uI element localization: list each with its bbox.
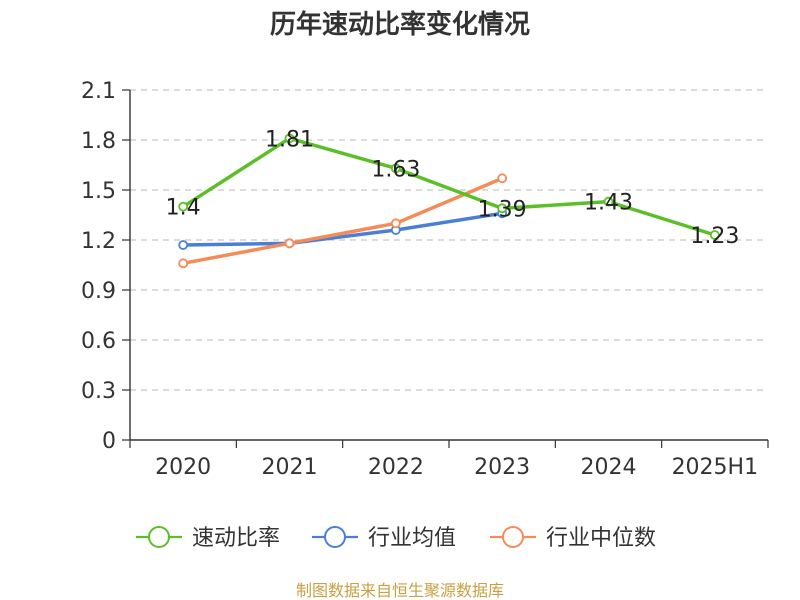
y-tick-label: 0.9 <box>81 279 116 304</box>
x-tick-label: 2024 <box>581 455 637 480</box>
legend-label: 速动比率 <box>192 526 280 551</box>
series-point <box>178 201 189 212</box>
series-point <box>178 258 189 269</box>
legend-marker <box>502 526 524 548</box>
series-point <box>709 230 720 240</box>
x-tick-label: 2020 <box>155 455 211 480</box>
y-tick-label: 0.6 <box>81 329 116 354</box>
data-label: 1.4 <box>166 196 201 221</box>
series-point <box>497 203 508 214</box>
data-label: 1.43 <box>584 191 633 216</box>
x-tick-label: 2022 <box>368 455 424 480</box>
legend-item-1: 速动比率 <box>136 526 280 551</box>
grid-lines <box>130 89 768 391</box>
legend-marker <box>324 526 346 548</box>
series-line <box>181 211 504 247</box>
series-3 <box>178 173 508 269</box>
chart-title: 历年速动比率变化情况 <box>270 9 530 40</box>
legend-item-3: 行业中位数 <box>490 526 656 551</box>
legend: 速动比率 行业均值 行业中位数 <box>136 526 656 551</box>
y-tick-label: 1.2 <box>81 229 116 254</box>
source-note: 制图数据来自恒生聚源数据库 <box>296 581 504 600</box>
y-tick-label: 0 <box>102 429 116 454</box>
legend-label: 行业均值 <box>368 526 456 551</box>
legend-marker <box>148 526 170 548</box>
series-1 <box>178 133 720 240</box>
series-line <box>181 136 717 237</box>
series-point <box>603 196 614 207</box>
series-line <box>181 176 504 266</box>
legend-label: 行业中位数 <box>546 526 656 551</box>
y-tick-label: 2.1 <box>81 79 116 104</box>
series-point <box>497 173 508 184</box>
series-point <box>284 133 295 144</box>
data-label: 1.23 <box>690 224 739 249</box>
x-tick-label: 2023 <box>474 455 530 480</box>
axes: 0 0.3 0.6 0.9 1.2 1.5 1.8 2.1 2020 2021 2022 2023 20… <box>81 79 769 480</box>
legend-item-2: 行业均值 <box>312 526 456 551</box>
x-tick-label: 2021 <box>262 455 318 480</box>
series-2 <box>178 208 508 250</box>
x-tick-label: 2025H1 <box>672 455 759 480</box>
series-point <box>284 238 295 249</box>
y-tick-label: 1.8 <box>81 129 116 154</box>
series-layer <box>178 133 720 269</box>
y-tick-label: 0.3 <box>81 379 116 404</box>
series-point <box>390 218 401 229</box>
data-label: 1.81 <box>265 127 314 152</box>
y-tick-label: 1.5 <box>81 179 116 204</box>
data-label: 1.39 <box>478 197 527 222</box>
data-label: 1.63 <box>371 157 420 182</box>
series-point <box>390 163 401 174</box>
data-labels: 1.4 1.81 1.63 1.39 1.43 1.23 <box>166 127 740 249</box>
series-point <box>178 240 189 250</box>
